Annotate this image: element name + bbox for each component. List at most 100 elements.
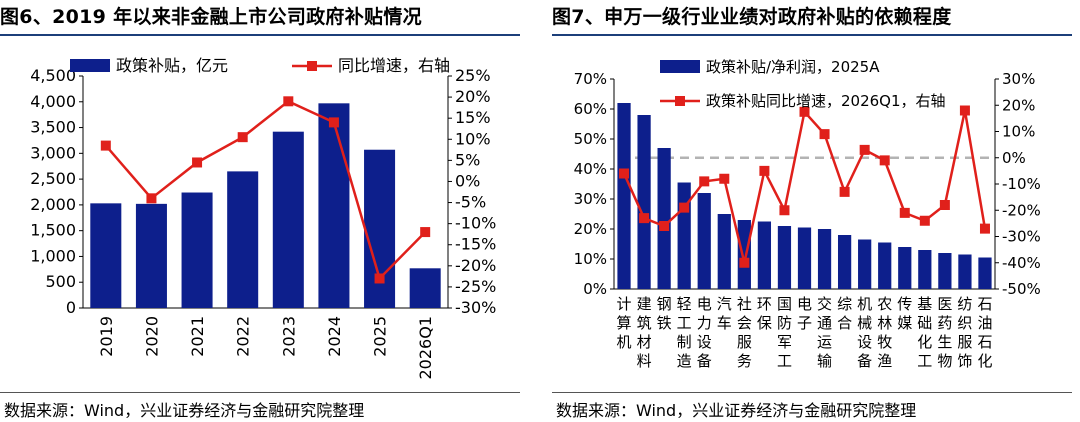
bar bbox=[677, 182, 691, 289]
y-tick-label-right: 20% bbox=[455, 87, 491, 106]
line-marker bbox=[739, 257, 750, 268]
y-tick-label-left: 4,000 bbox=[30, 92, 76, 111]
x-tick-label: 国防军工 bbox=[777, 295, 792, 370]
x-tick-label: 电子 bbox=[797, 295, 812, 332]
line-marker bbox=[799, 106, 810, 117]
legend-line-label: 政策补贴同比增速，2026Q1，右轴 bbox=[706, 92, 946, 110]
line-series bbox=[104, 99, 427, 281]
legend-line-label: 同比增速，右轴 bbox=[338, 56, 450, 75]
x-tick-label: 综合 bbox=[837, 295, 852, 332]
x-tick-label: 农林牧渔 bbox=[877, 295, 892, 370]
x-tick-label: 2019 bbox=[97, 316, 116, 357]
line-marker bbox=[374, 273, 385, 284]
line-marker bbox=[959, 105, 970, 116]
y-tick-label-right: 5% bbox=[455, 150, 480, 169]
y-tick-label-right: 25% bbox=[455, 66, 491, 85]
bar bbox=[617, 103, 631, 289]
legend-bar-label: 政策补贴，亿元 bbox=[116, 56, 228, 75]
x-tick-label: 建筑材料 bbox=[637, 295, 652, 370]
bar bbox=[898, 247, 912, 289]
y-tick-label-right: -5% bbox=[455, 193, 486, 212]
bar bbox=[135, 203, 167, 308]
left-chart-title: 图6、2019 年以来非金融上市公司政府补贴情况 bbox=[0, 6, 422, 28]
bar bbox=[958, 254, 972, 289]
line-marker bbox=[719, 173, 730, 184]
right-chart-title: 图7、申万一级行业业绩对政府补贴的依赖程度 bbox=[552, 6, 952, 28]
y-tick-label-right: -50% bbox=[1002, 280, 1041, 298]
bar bbox=[409, 268, 441, 308]
right-source: 数据来源：Wind，兴业证券经济与金融研究院整理 bbox=[556, 401, 917, 420]
bar bbox=[817, 229, 832, 289]
y-tick-label-left: 20% bbox=[574, 220, 607, 238]
x-tick-label: 2026Q1 bbox=[416, 316, 435, 380]
bar bbox=[637, 115, 651, 289]
y-tick-label-left: 0 bbox=[66, 298, 76, 317]
right-title-rule bbox=[552, 34, 1072, 36]
y-tick-label-left: 4,500 bbox=[30, 66, 76, 85]
x-tick-label: 传媒 bbox=[897, 295, 912, 332]
x-tick-label: 纺织服饰 bbox=[957, 295, 972, 370]
bar bbox=[737, 220, 751, 289]
y-tick-label-right: 15% bbox=[455, 108, 491, 127]
x-tick-label: 机械设备 bbox=[857, 295, 872, 370]
x-tick-label: 2022 bbox=[234, 316, 253, 357]
line-marker bbox=[779, 205, 790, 216]
left-chart: 0 500 1,000 1,500 2,000 2,500 3,000 3,500 4,000 4… bbox=[30, 56, 496, 380]
line-marker bbox=[759, 165, 770, 176]
left-title-rule bbox=[0, 34, 520, 36]
y-tick-label-right: -10% bbox=[455, 214, 496, 233]
y-tick-label-left: 40% bbox=[574, 160, 607, 178]
x-tick-label: 钢铁 bbox=[657, 295, 672, 332]
y-tick-label-left: 1,000 bbox=[30, 246, 76, 265]
bar bbox=[364, 149, 396, 308]
bar bbox=[90, 203, 122, 308]
x-tick-label: 基础化工 bbox=[917, 295, 932, 370]
legend-bar-label: 政策补贴/净利润，2025A bbox=[706, 58, 880, 76]
x-tick-label: 汽车 bbox=[717, 295, 732, 332]
line-marker bbox=[659, 221, 670, 231]
bar bbox=[938, 253, 952, 289]
line-marker bbox=[237, 132, 248, 143]
line-marker bbox=[859, 144, 870, 155]
x-tick-label: 2021 bbox=[188, 316, 207, 357]
y-tick-label-right: 20% bbox=[1002, 96, 1035, 114]
line-marker bbox=[679, 202, 690, 213]
bar bbox=[757, 221, 772, 289]
y-tick-label-left: 50% bbox=[574, 130, 607, 148]
y-tick-label-right: 10% bbox=[1002, 123, 1035, 141]
line-marker bbox=[899, 207, 910, 218]
bar bbox=[837, 235, 852, 289]
y-tick-label-right: -15% bbox=[455, 235, 496, 254]
y-tick-label-right: -20% bbox=[455, 256, 496, 275]
line-marker bbox=[879, 155, 890, 166]
right-panel: 图7、申万一级行业业绩对政府补贴的依赖程度 0% 10% 20% 30% 40% 50% 6… bbox=[552, 0, 1080, 422]
y-tick-label-left: 70% bbox=[574, 70, 607, 88]
y-tick-label-right: -30% bbox=[1002, 228, 1041, 246]
y-tick-label-left: 1,500 bbox=[30, 221, 76, 240]
x-tick-label: 2020 bbox=[142, 316, 161, 357]
line-marker bbox=[192, 157, 203, 168]
y-tick-label-right: 10% bbox=[455, 129, 491, 148]
y-tick-label-left: 3,500 bbox=[30, 118, 76, 137]
y-tick-label-left: 30% bbox=[574, 190, 607, 208]
line-marker bbox=[979, 223, 990, 234]
bar bbox=[858, 239, 872, 289]
line-marker bbox=[699, 176, 710, 187]
y-tick-label-left: 10% bbox=[574, 250, 607, 268]
y-tick-label-left: 0% bbox=[583, 280, 607, 298]
bar bbox=[181, 192, 213, 308]
y-tick-label-right: -10% bbox=[1002, 175, 1041, 193]
left-panel: 图6、2019 年以来非金融上市公司政府补贴情况 0 500 1,000 1,500 2… bbox=[0, 0, 520, 422]
y-tick-label-right: -40% bbox=[1002, 254, 1041, 272]
bar bbox=[318, 103, 350, 308]
y-tick-label-right: 0% bbox=[1002, 149, 1026, 167]
legend-bar-swatch bbox=[70, 59, 110, 72]
x-tick-label: 交通运输 bbox=[817, 295, 832, 370]
x-tick-label: 2023 bbox=[279, 316, 298, 357]
bar bbox=[657, 148, 671, 289]
x-tick-label: 社会服务 bbox=[737, 295, 752, 370]
x-tick-label: 轻工制造 bbox=[677, 295, 692, 370]
y-tick-label-right: -30% bbox=[455, 298, 496, 317]
bar bbox=[272, 131, 304, 308]
line-marker bbox=[146, 193, 157, 204]
